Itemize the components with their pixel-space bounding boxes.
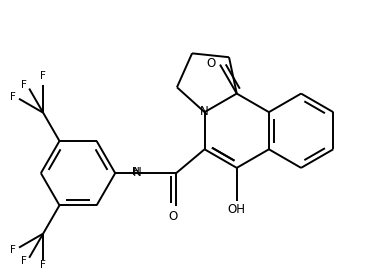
Text: OH: OH: [228, 204, 246, 217]
Text: F: F: [22, 80, 27, 90]
Text: O: O: [207, 57, 216, 70]
Text: N: N: [200, 105, 209, 118]
Text: F: F: [10, 245, 16, 255]
Text: F: F: [22, 256, 27, 266]
Text: F: F: [40, 71, 46, 81]
Text: H: H: [132, 167, 140, 177]
Text: F: F: [10, 92, 16, 102]
Text: O: O: [169, 210, 178, 223]
Text: N: N: [133, 166, 142, 179]
Text: F: F: [40, 261, 46, 270]
